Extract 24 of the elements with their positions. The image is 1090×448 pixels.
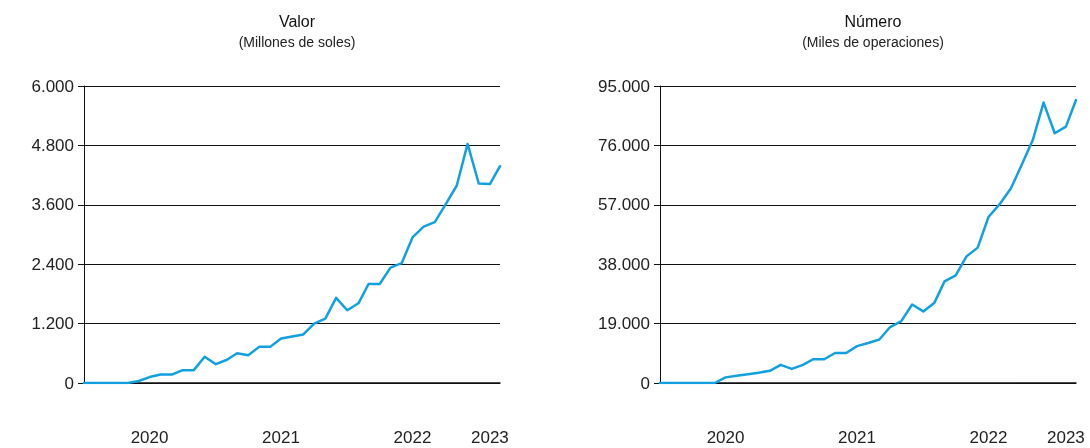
x-tick-label: 2023: [471, 428, 509, 447]
x-tick-label: 2022: [969, 428, 1008, 447]
y-tick-label: 0: [640, 373, 650, 393]
y-tick-label: 2.400: [31, 254, 74, 274]
y-tick-label: 57.000: [598, 195, 650, 215]
y-tick-label: 76.000: [598, 135, 650, 155]
chart-title: Número: [844, 12, 902, 30]
y-tick-label: 19.000: [598, 314, 650, 334]
y-tick-label: 3.600: [31, 195, 74, 215]
y-tick-label: 1.200: [31, 314, 74, 334]
x-tick-label: 2022: [393, 428, 432, 447]
x-tick-label: 2023: [1047, 428, 1085, 447]
y-tick-label: 0: [64, 373, 74, 393]
y-tick-label: 95.000: [598, 76, 650, 96]
chart-subtitle: (Miles de operaciones): [802, 34, 944, 50]
x-tick-label: 2020: [130, 428, 169, 447]
y-tick-label: 38.000: [598, 254, 650, 274]
x-tick-label: 2021: [262, 428, 300, 447]
y-tick-label: 4.800: [31, 135, 74, 155]
chart-title: Valor: [278, 12, 316, 30]
x-tick-label: 2020: [706, 428, 745, 447]
chart-subtitle: (Millones de soles): [238, 34, 356, 50]
y-tick-label: 6.000: [31, 76, 74, 96]
x-tick-label: 2021: [838, 428, 876, 447]
